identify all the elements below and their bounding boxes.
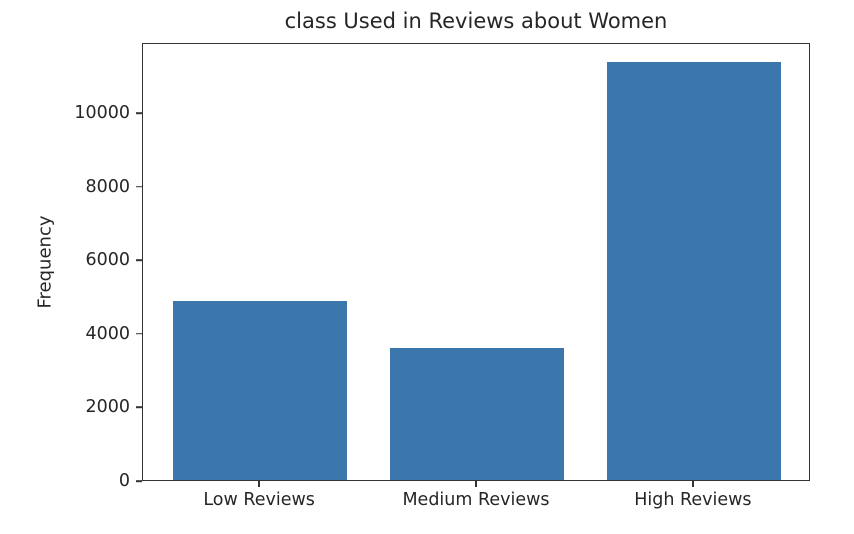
y-tick-label-8000: 8000	[85, 176, 130, 197]
y-tick-label-4000: 4000	[85, 323, 130, 344]
y-tick-label-2000: 2000	[85, 397, 130, 418]
y-tick-mark	[136, 406, 142, 409]
y-tick-mark	[136, 112, 142, 114]
y-tick-label-6000: 6000	[85, 250, 130, 271]
bar-high-reviews	[607, 61, 781, 480]
y-axis-label: Frequency	[34, 215, 56, 309]
chart-title: class Used in Reviews about Women	[284, 9, 668, 33]
y-tick-mark	[136, 480, 142, 482]
bar-low-reviews	[173, 301, 347, 480]
y-tick-label-10000: 10000	[74, 102, 130, 123]
x-tick-mark	[475, 481, 477, 487]
x-tick-label-low-reviews: Low Reviews	[203, 490, 315, 510]
y-tick-label-0: 0	[118, 471, 130, 491]
x-tick-label-medium-reviews: Medium Reviews	[402, 490, 550, 510]
y-tick-mark	[136, 259, 142, 261]
bar-medium-reviews	[390, 348, 564, 480]
y-tick-mark	[136, 332, 142, 335]
y-tick-mark	[136, 185, 142, 188]
plot-area	[142, 43, 810, 481]
x-tick-mark	[692, 481, 694, 487]
x-tick-mark	[258, 481, 260, 487]
x-tick-label-high-reviews: High Reviews	[634, 490, 752, 510]
